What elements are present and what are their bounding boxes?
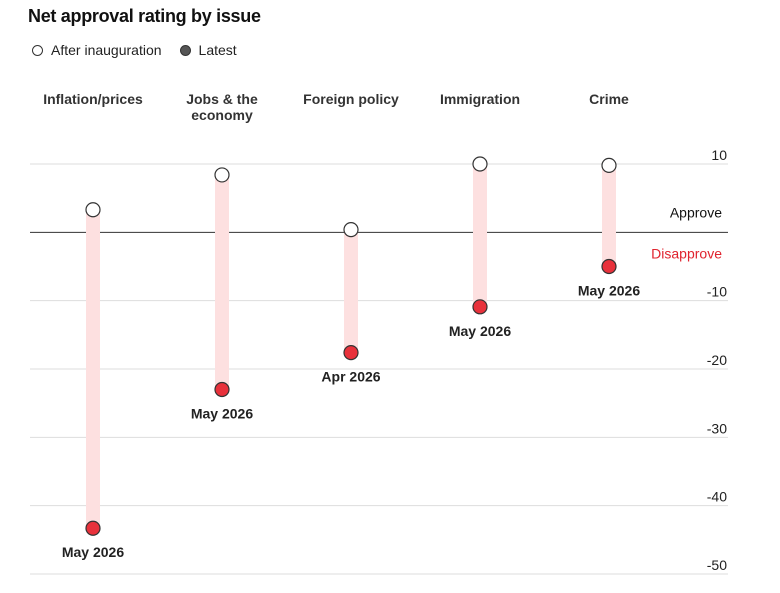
category-label: Jobs & the <box>186 91 258 107</box>
category-label: Crime <box>589 91 629 107</box>
latest-dot <box>214 381 230 398</box>
latest-dot <box>343 345 359 361</box>
range-bar <box>602 165 616 267</box>
range-bar <box>215 174 229 390</box>
legend-swatch-filled-circle <box>179 44 191 56</box>
after-inauguration-dot <box>472 156 488 172</box>
chart-title: Net approval rating by issue <box>28 6 261 26</box>
category-label: Inflation/prices <box>43 91 143 107</box>
range-bar <box>344 229 358 353</box>
legend-item-latest: Latest <box>179 42 237 58</box>
after-inauguration-dot <box>214 167 230 183</box>
y-tick-label: -20 <box>707 352 727 368</box>
latest-date-label: May 2026 <box>449 323 511 339</box>
latest-date-label: Apr 2026 <box>321 369 380 385</box>
legend-swatch-open-circle <box>32 44 43 56</box>
after-inauguration-dot <box>85 202 101 218</box>
category-label: Foreign policy <box>303 91 399 107</box>
latest-dot <box>85 520 101 536</box>
y-tick-label: -30 <box>707 420 727 436</box>
after-inauguration-dot <box>343 222 359 238</box>
approve-label: Approve <box>670 204 722 220</box>
legend-label-latest: Latest <box>198 42 237 58</box>
range-bar <box>86 209 100 529</box>
category-label: Immigration <box>440 91 520 107</box>
latest-dot <box>601 258 617 275</box>
legend: After inauguration Latest <box>32 42 255 58</box>
range-bar <box>473 164 487 307</box>
legend-item-after-inauguration: After inauguration <box>32 42 162 58</box>
after-inauguration-dot <box>601 157 617 173</box>
latest-date-label: May 2026 <box>62 544 124 560</box>
latest-date-label: May 2026 <box>191 406 253 422</box>
disapprove-label: Disapprove <box>651 245 722 261</box>
y-tick-label: 10 <box>711 147 727 163</box>
category-label: economy <box>191 107 253 123</box>
legend-label-after-inauguration: After inauguration <box>51 42 162 58</box>
latest-date-label: May 2026 <box>578 283 640 299</box>
y-tick-label: -40 <box>707 489 727 505</box>
latest-dot <box>472 299 488 315</box>
y-tick-label: -50 <box>707 557 727 573</box>
y-tick-label: -10 <box>707 284 727 300</box>
